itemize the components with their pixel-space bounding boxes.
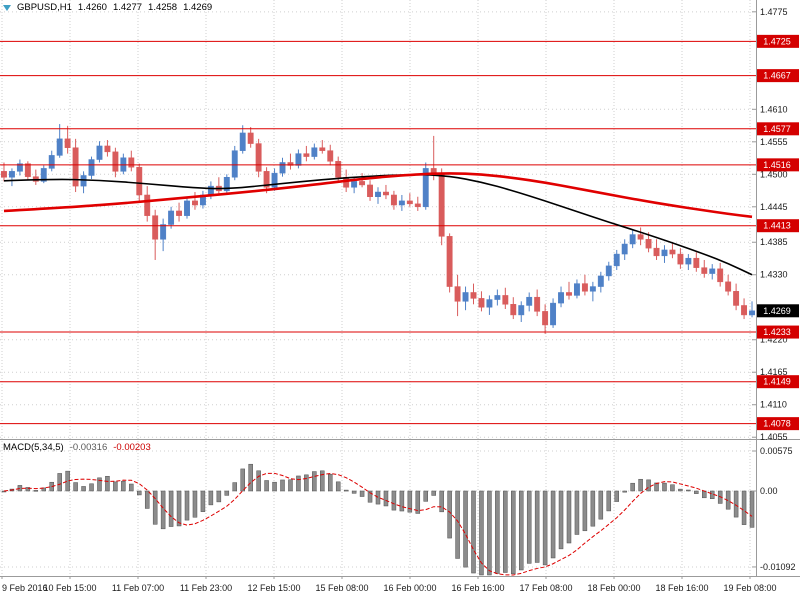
svg-text:0.00575: 0.00575 [760,446,793,456]
macd-signal-line [3,472,753,576]
svg-text:12 Feb 15:00: 12 Feb 15:00 [247,583,300,593]
svg-text:1.4149: 1.4149 [763,377,791,387]
svg-text:1.4330: 1.4330 [760,270,788,280]
svg-text:19 Feb 08:00: 19 Feb 08:00 [723,583,776,593]
svg-text:15 Feb 08:00: 15 Feb 08:00 [315,583,368,593]
svg-text:-0.01092: -0.01092 [760,562,796,572]
svg-text:1.4413: 1.4413 [763,221,791,231]
support-resistance-lines [0,40,756,425]
svg-text:0.00: 0.00 [760,486,778,496]
svg-text:1.4725: 1.4725 [763,36,791,46]
ma-black-line [3,173,753,276]
svg-text:1.4110: 1.4110 [760,400,787,410]
svg-text:1.4500: 1.4500 [760,169,788,179]
svg-text:1.4220: 1.4220 [760,335,788,345]
svg-text:17 Feb 08:00: 17 Feb 08:00 [519,583,572,593]
svg-text:1.4516: 1.4516 [763,160,791,170]
svg-text:9 Feb 2016: 9 Feb 2016 [2,583,48,593]
ma-red-line [3,172,753,219]
svg-text:1.4775: 1.4775 [760,7,788,17]
svg-text:16 Feb 00:00: 16 Feb 00:00 [383,583,436,593]
price-axis[interactable]: 1.4775 1.4610 1.4555 1.4500 1.4445 1.4385 1.43… [752,7,799,572]
svg-text:18 Feb 00:00: 18 Feb 00:00 [587,583,640,593]
svg-text:10 Feb 15:00: 10 Feb 15:00 [43,583,96,593]
svg-text:1.4055: 1.4055 [760,432,788,442]
macd-histogram [1,463,755,576]
svg-text:1.4233: 1.4233 [763,327,791,337]
svg-text:1.4269: 1.4269 [763,306,791,316]
svg-text:11 Feb 07:00: 11 Feb 07:00 [112,583,164,593]
svg-text:1.4385: 1.4385 [760,237,788,247]
svg-text:1.4577: 1.4577 [763,124,791,134]
svg-text:16 Feb 16:00: 16 Feb 16:00 [451,583,504,593]
candles-layer[interactable] [1,124,755,334]
gridlines [0,0,756,576]
svg-text:11 Feb 23:00: 11 Feb 23:00 [180,583,232,593]
svg-text:1.4445: 1.4445 [760,202,788,212]
panel-separators [0,0,800,577]
svg-text:18 Feb 16:00: 18 Feb 16:00 [655,583,708,593]
svg-text:1.4165: 1.4165 [760,367,788,377]
svg-text:1.4610: 1.4610 [760,104,788,114]
svg-text:1.4078: 1.4078 [763,419,791,429]
svg-text:1.4555: 1.4555 [760,137,788,147]
svg-text:1.4667: 1.4667 [763,71,791,81]
